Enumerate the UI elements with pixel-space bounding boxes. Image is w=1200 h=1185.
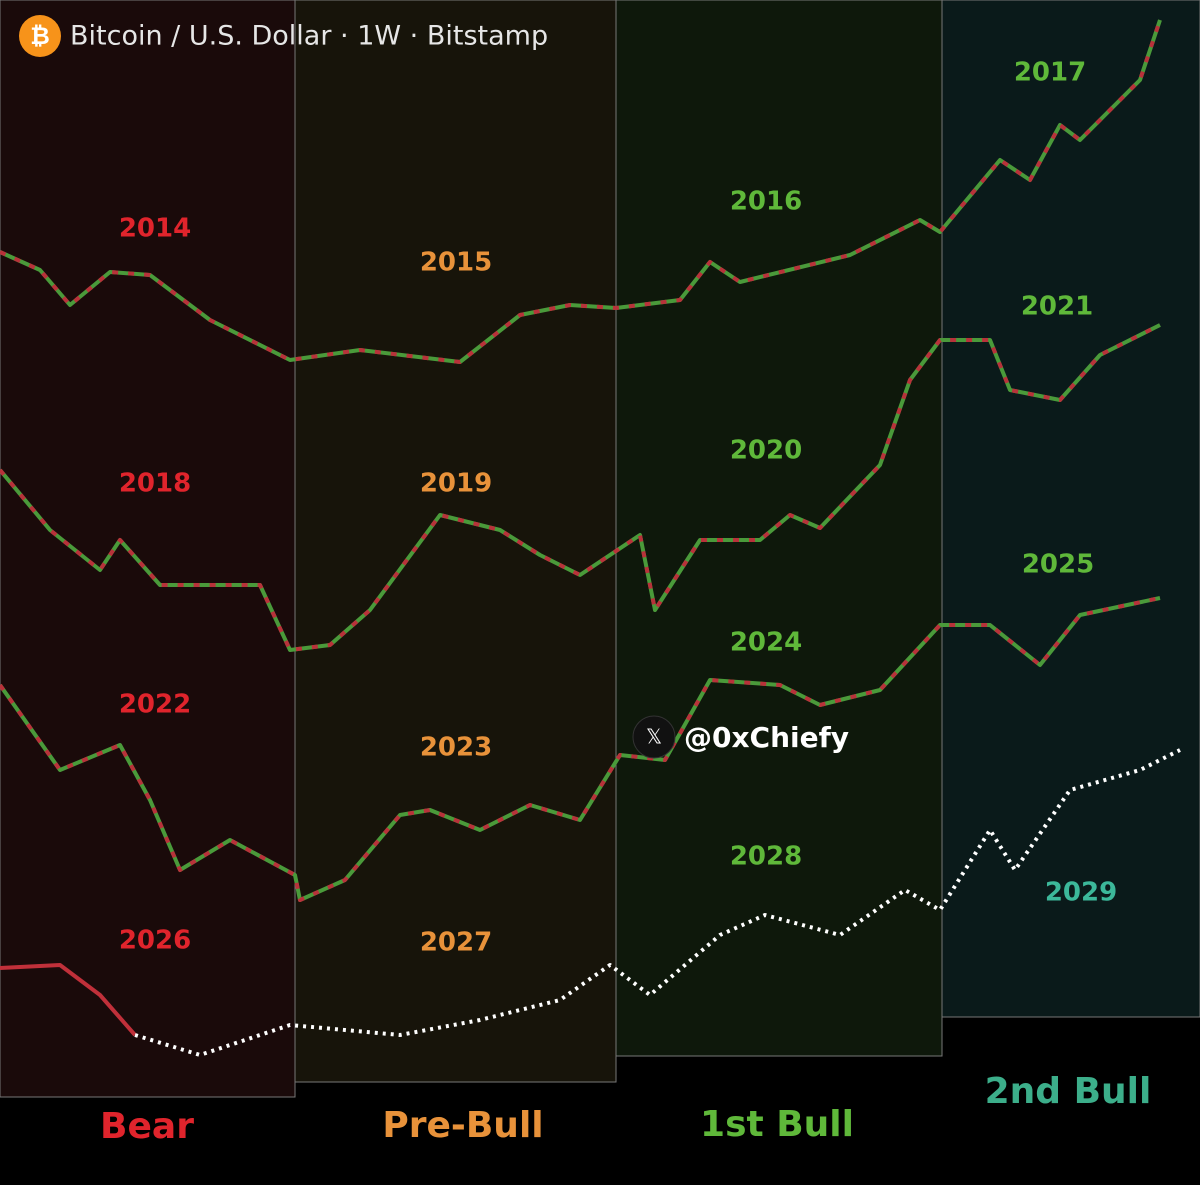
phase-label: 2nd Bull bbox=[985, 1071, 1152, 1112]
price-trail bbox=[0, 323, 1161, 652]
price-trail-red bbox=[0, 596, 1161, 902]
year-label: 2015 bbox=[420, 248, 492, 278]
header-title: Bitcoin / U.S. Dollar · 1W · Bitstamp bbox=[70, 21, 548, 52]
year-label: 2028 bbox=[730, 842, 802, 872]
projected-trail bbox=[134, 748, 1181, 1057]
bitcoin-symbol: ₿ bbox=[30, 22, 50, 50]
bear-zone bbox=[0, 0, 296, 1098]
year-label: 2024 bbox=[730, 628, 802, 658]
phase-label: 1st Bull bbox=[700, 1104, 854, 1145]
phase-label: Bear bbox=[100, 1106, 194, 1147]
year-label: 2022 bbox=[119, 690, 191, 720]
pre-bull-zone bbox=[294, 0, 617, 1083]
watermark-icon bbox=[632, 715, 676, 759]
second-bull-zone bbox=[941, 0, 1200, 1018]
year-label: 2021 bbox=[1021, 292, 1093, 322]
year-label: 2023 bbox=[420, 733, 492, 763]
year-label: 2025 bbox=[1022, 550, 1094, 580]
year-label: 2020 bbox=[730, 436, 802, 466]
price-trail-red bbox=[0, 963, 137, 1037]
year-label: 2017 bbox=[1014, 58, 1086, 88]
first-bull-zone bbox=[615, 0, 943, 1057]
year-label: 2029 bbox=[1045, 878, 1117, 908]
year-label: 2026 bbox=[119, 926, 191, 956]
year-label: 2016 bbox=[730, 187, 802, 217]
year-label: 2019 bbox=[420, 469, 492, 499]
phase-label: Pre-Bull bbox=[382, 1105, 543, 1146]
year-label: 2027 bbox=[420, 928, 492, 958]
watermark-handle: @0xChiefy bbox=[684, 721, 849, 754]
year-label: 2014 bbox=[119, 214, 191, 244]
bitcoin-icon bbox=[19, 15, 61, 57]
price-trail-red bbox=[0, 19, 1162, 364]
year-label: 2018 bbox=[119, 469, 191, 499]
watermark-icon-text: 𝕏 bbox=[646, 725, 662, 749]
